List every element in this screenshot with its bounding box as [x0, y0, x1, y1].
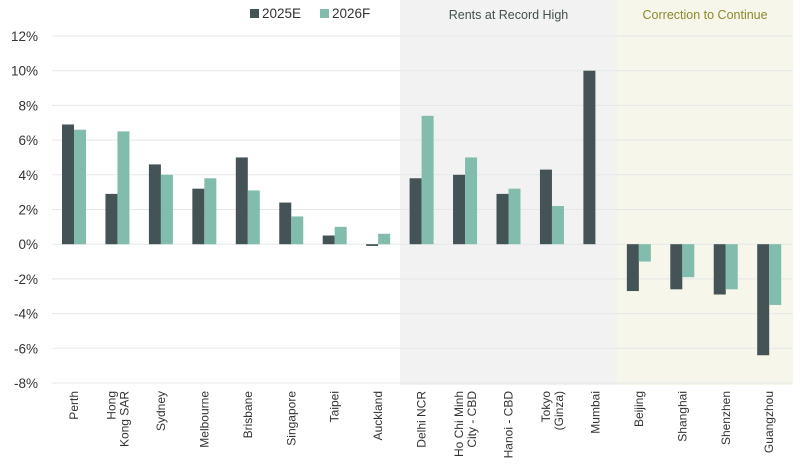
x-tick-label: Auckland	[371, 391, 385, 440]
bar-2025E	[713, 244, 726, 295]
bar-2025E	[626, 244, 639, 292]
bar-2025E	[235, 157, 248, 245]
y-tick-label: 10%	[11, 64, 38, 79]
x-tick-label: Melbourne	[197, 391, 211, 448]
bar-2026F	[378, 233, 391, 245]
y-tick-label: 4%	[18, 168, 38, 183]
bar-2026F	[334, 226, 347, 245]
bar-2025E	[366, 244, 379, 246]
bar-2025E	[279, 202, 292, 245]
x-tick-label: Hanoi - CBD	[502, 391, 516, 459]
y-tick-label: 12%	[11, 29, 38, 44]
bar-2025E	[496, 193, 509, 245]
bar-2026F	[247, 190, 260, 245]
x-tick-label-line: Ho Chi Minh	[452, 391, 466, 457]
bar-2025E	[409, 178, 422, 245]
bar-2026F	[551, 206, 564, 245]
y-tick-label: -2%	[14, 272, 38, 287]
x-tick-label: Ho Chi MinhCity - CBD	[452, 391, 479, 457]
bar-2026F	[508, 188, 521, 245]
bar-2025E	[757, 244, 770, 356]
bar-2025E	[322, 235, 335, 245]
bar-2026F	[682, 244, 695, 278]
bar-2026F	[160, 174, 173, 245]
x-tick-label: Shanghai	[675, 391, 689, 442]
x-tick-label: Brisbane	[241, 391, 255, 439]
x-tick-label-line: (Ginza)	[552, 391, 566, 430]
x-tick-label: Guangzhou	[762, 391, 776, 453]
y-tick-label: 2%	[18, 203, 38, 218]
bar-2025E	[583, 70, 596, 245]
bar-2025E	[192, 188, 205, 245]
bar-2026F	[638, 244, 651, 262]
x-tick-label: Perth	[67, 391, 81, 420]
x-tick-label: Taipei	[328, 391, 342, 422]
bar-2025E	[670, 244, 683, 290]
bar-2026F	[204, 178, 217, 245]
x-tick-label-line: City - CBD	[465, 391, 479, 448]
bar-2025E	[148, 164, 161, 245]
bar-2026F	[725, 244, 738, 290]
legend-label: 2026F	[332, 6, 370, 21]
legend-swatch	[250, 9, 259, 18]
bar-2026F	[74, 129, 86, 245]
bar-2025E	[105, 193, 118, 245]
y-tick-label: -8%	[14, 376, 38, 391]
x-tick-label: Delhi NCR	[415, 391, 429, 448]
x-tick-label: Beijing	[632, 391, 646, 427]
region-label: Correction to Continue	[643, 8, 768, 22]
x-tick-label: HongKong SAR	[104, 391, 131, 447]
x-tick-label: Tokyo(Ginza)	[539, 391, 566, 431]
x-tick-label: Sydney	[154, 391, 168, 431]
x-tick-label: Shenzhen	[719, 391, 733, 445]
y-tick-label: 8%	[18, 98, 38, 113]
bar-2025E	[62, 124, 74, 245]
bar-2026F	[465, 157, 478, 245]
bar-2026F	[769, 244, 782, 305]
y-tick-label: 0%	[18, 237, 38, 252]
legend-swatch	[320, 9, 329, 18]
x-tick-label-line: Tokyo	[539, 391, 553, 423]
y-tick-label: -4%	[14, 307, 38, 322]
region-label: Rents at Record High	[449, 8, 569, 22]
x-tick-label-line: Hong	[104, 391, 118, 420]
bar-2026F	[421, 115, 434, 245]
bar-2025E	[453, 174, 466, 245]
x-tick-label-line: Kong SAR	[117, 391, 131, 447]
bar-2025E	[539, 169, 552, 245]
bar-2026F	[291, 216, 304, 245]
bar-2026F	[117, 131, 130, 245]
x-tick-label: Mumbai	[588, 391, 602, 434]
y-tick-label: 6%	[18, 133, 38, 148]
x-tick-label: Singapore	[284, 391, 298, 446]
y-tick-label: -6%	[14, 341, 38, 356]
legend-label: 2025E	[262, 6, 301, 21]
